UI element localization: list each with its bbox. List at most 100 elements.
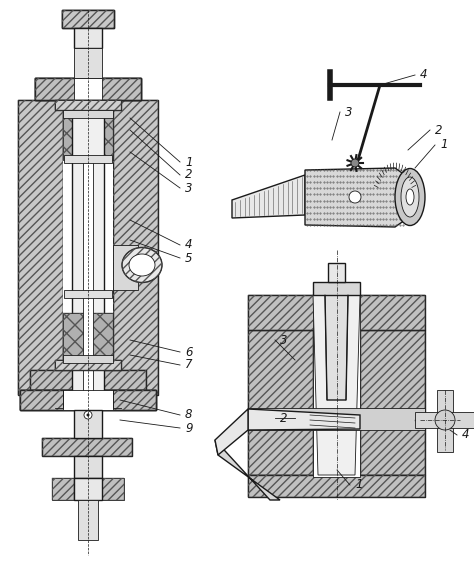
- Circle shape: [435, 410, 455, 430]
- Circle shape: [349, 191, 361, 203]
- Bar: [63, 110, 113, 118]
- Text: 2: 2: [435, 124, 443, 136]
- Bar: [74, 478, 102, 500]
- Bar: [91, 105, 113, 160]
- Text: 2: 2: [185, 168, 192, 182]
- Polygon shape: [215, 409, 248, 455]
- Ellipse shape: [406, 189, 414, 205]
- Text: 2: 2: [280, 412, 288, 424]
- Bar: [102, 478, 124, 500]
- Circle shape: [84, 411, 92, 419]
- Bar: [35, 78, 141, 100]
- Bar: [64, 290, 112, 298]
- Bar: [55, 100, 121, 110]
- Bar: [113, 100, 158, 395]
- Bar: [74, 410, 102, 438]
- Bar: [360, 330, 425, 475]
- Bar: [74, 78, 102, 100]
- Text: 4: 4: [462, 428, 470, 442]
- Bar: [63, 313, 85, 365]
- Bar: [63, 390, 113, 410]
- Bar: [35, 78, 141, 100]
- Bar: [248, 295, 425, 330]
- Bar: [55, 100, 121, 110]
- Bar: [52, 478, 74, 500]
- Bar: [63, 355, 113, 363]
- Bar: [30, 370, 146, 390]
- Bar: [20, 390, 156, 410]
- Circle shape: [351, 159, 359, 167]
- Bar: [91, 313, 113, 365]
- Bar: [91, 313, 113, 365]
- Bar: [20, 390, 156, 410]
- Bar: [248, 295, 425, 330]
- Bar: [63, 105, 85, 160]
- Bar: [248, 408, 425, 430]
- Bar: [248, 475, 425, 497]
- Text: 7: 7: [185, 358, 192, 371]
- Polygon shape: [325, 295, 348, 400]
- Bar: [113, 100, 158, 395]
- Bar: [63, 313, 85, 365]
- Bar: [42, 438, 132, 456]
- Bar: [72, 100, 104, 395]
- Text: 3: 3: [185, 182, 192, 194]
- Bar: [62, 10, 114, 28]
- Text: 9: 9: [185, 421, 192, 435]
- Bar: [78, 500, 98, 540]
- Text: 4: 4: [420, 68, 428, 82]
- Text: 1: 1: [440, 139, 447, 151]
- Bar: [63, 105, 85, 160]
- Bar: [55, 360, 121, 370]
- Bar: [248, 330, 313, 475]
- Polygon shape: [313, 295, 360, 475]
- Bar: [83, 160, 93, 395]
- Bar: [64, 155, 112, 163]
- Bar: [18, 100, 63, 395]
- Bar: [248, 330, 313, 475]
- Bar: [328, 263, 345, 282]
- Bar: [91, 105, 113, 160]
- Text: 5: 5: [185, 251, 192, 264]
- Bar: [437, 390, 453, 452]
- Bar: [62, 10, 114, 28]
- Bar: [52, 478, 74, 500]
- Bar: [313, 282, 360, 295]
- Ellipse shape: [129, 254, 155, 276]
- Bar: [425, 416, 445, 424]
- Ellipse shape: [401, 177, 419, 217]
- Bar: [35, 78, 141, 100]
- Bar: [313, 295, 360, 477]
- Text: 4: 4: [185, 239, 192, 251]
- Text: 3: 3: [345, 105, 353, 118]
- Polygon shape: [305, 168, 405, 227]
- Ellipse shape: [122, 247, 162, 282]
- Bar: [35, 78, 141, 100]
- Bar: [20, 390, 156, 410]
- Bar: [55, 100, 121, 110]
- Bar: [42, 438, 132, 456]
- Bar: [74, 28, 102, 48]
- Bar: [18, 100, 63, 395]
- Bar: [74, 48, 102, 78]
- Polygon shape: [248, 409, 360, 430]
- Bar: [102, 478, 124, 500]
- Bar: [415, 412, 474, 428]
- Text: 8: 8: [185, 408, 192, 421]
- Bar: [20, 390, 156, 410]
- Polygon shape: [215, 440, 280, 500]
- Bar: [74, 456, 102, 478]
- Bar: [35, 78, 141, 100]
- Bar: [20, 390, 156, 410]
- Text: 6: 6: [185, 346, 192, 358]
- Bar: [360, 330, 425, 475]
- Bar: [248, 475, 425, 497]
- Bar: [63, 100, 113, 395]
- Bar: [113, 245, 138, 290]
- Text: 1: 1: [185, 155, 192, 168]
- Ellipse shape: [395, 168, 425, 225]
- Bar: [55, 360, 121, 370]
- Bar: [62, 10, 114, 28]
- Bar: [30, 370, 146, 390]
- Text: 1: 1: [355, 478, 363, 492]
